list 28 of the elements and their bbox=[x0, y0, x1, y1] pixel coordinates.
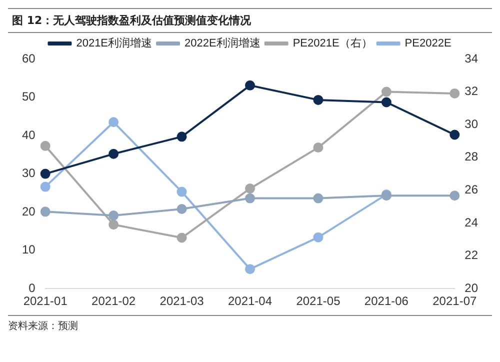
y2-tick-label: 30 bbox=[464, 116, 478, 131]
y2-tick-label: 24 bbox=[464, 215, 478, 230]
x-tick-label: 2021-04 bbox=[228, 294, 272, 308]
legend-label: PE2022E bbox=[404, 38, 452, 50]
y2-tick-label: 32 bbox=[464, 84, 478, 98]
y2-tick-label: 28 bbox=[464, 150, 478, 164]
chart-title: 图 12：无人驾驶指数盈利及估值预测值变化情况 bbox=[8, 8, 492, 33]
y-tick-label: 40 bbox=[22, 128, 36, 142]
y2-tick-label: 34 bbox=[464, 51, 478, 66]
y2-tick-label: 26 bbox=[464, 182, 478, 197]
y2-tick-label: 20 bbox=[464, 280, 478, 295]
legend-label: 2021E利润增速 bbox=[76, 36, 152, 50]
y-tick-label: 10 bbox=[22, 242, 36, 257]
legend-label: 2022E利润增速 bbox=[184, 36, 260, 50]
y-tick-label: 30 bbox=[22, 166, 36, 180]
legend-label: PE2021E（右） bbox=[292, 38, 372, 50]
text: 资料来源：预测 bbox=[8, 320, 79, 333]
y2-tick-label: 22 bbox=[464, 248, 478, 262]
y-tick-label: 60 bbox=[22, 51, 36, 66]
x-tick-label: 2021-03 bbox=[160, 294, 204, 308]
y-tick-label: 50 bbox=[22, 90, 36, 104]
y-tick-label: 20 bbox=[22, 204, 36, 218]
x-tick-label: 2021-05 bbox=[296, 294, 341, 308]
x-tick-label: 2021-07 bbox=[432, 294, 477, 308]
x-tick-label: 2021-06 bbox=[364, 294, 409, 308]
x-tick-label: 2021-01 bbox=[23, 294, 68, 308]
y-tick-label: 0 bbox=[28, 280, 36, 295]
x-tick-label: 2021-02 bbox=[92, 294, 136, 308]
